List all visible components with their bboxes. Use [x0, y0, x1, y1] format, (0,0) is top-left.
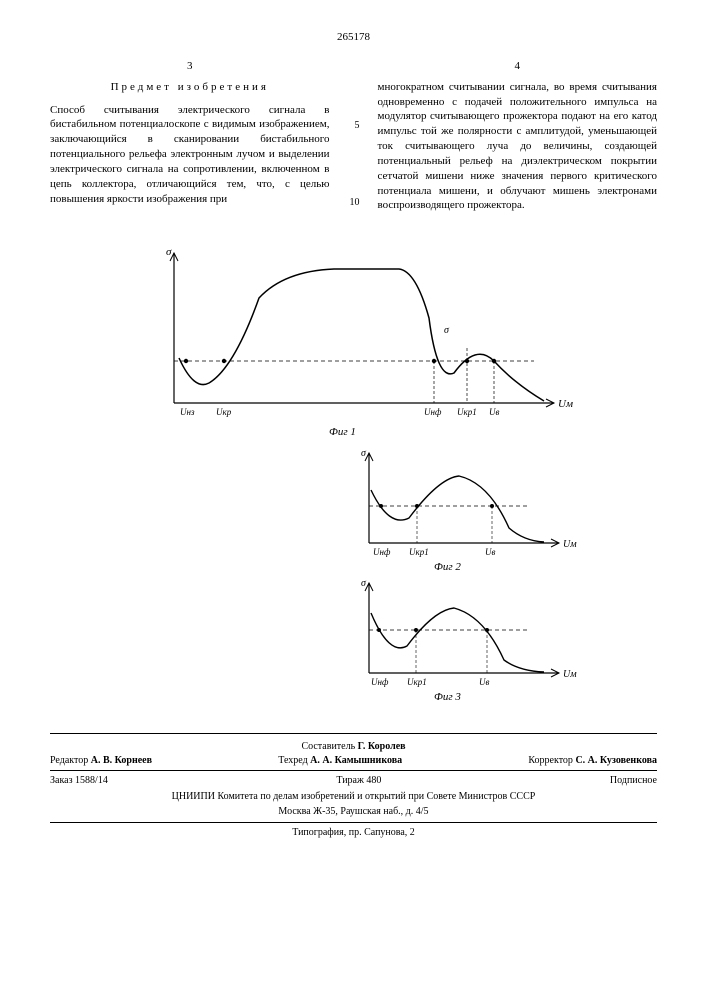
figure-1: σ Uм σ Uнз Uкр Uнф Uкр1 Uв Фиг 1 [166, 246, 573, 438]
fig1-xtick: Uнф [424, 407, 442, 417]
right-claim-text: многократном считывании сигнала, во врем… [378, 80, 658, 214]
fig3-xtick: Uкр1 [407, 677, 427, 687]
left-col-number: 3 [50, 59, 330, 74]
fig1-xtick: Uнз [180, 407, 195, 417]
figures-block: σ Uм σ Uнз Uкр Uнф Uкр1 Uв Фиг 1 σ Uм [104, 233, 604, 703]
claim-heading: Предмет изобретения [50, 80, 330, 95]
fig2-caption: Фиг 2 [434, 561, 461, 573]
fig2-x-axis-label: Uм [563, 539, 577, 550]
figure-3: σ Uм Uнф Uкр1 Uв Фиг 3 [361, 578, 577, 703]
fig1-xtick: Uв [489, 407, 499, 417]
fig3-y-axis-label: σ [361, 578, 367, 589]
fig3-caption: Фиг 3 [434, 691, 461, 703]
fig1-x-axis-label: Uм [558, 398, 573, 410]
patent-number: 265178 [50, 30, 657, 45]
line-numbers: 5 10 [348, 59, 360, 213]
left-claim-text: Способ считывания электрического сигнала… [50, 103, 330, 207]
right-column: 4 многократном считывании сигнала, во вр… [378, 59, 658, 213]
figure-2: σ Uм Uнф Uкр1 Uв Фиг 2 [361, 448, 577, 573]
svg-text:σ: σ [444, 325, 450, 336]
line-num: 10 [348, 196, 360, 210]
address-line: Москва Ж-35, Раушская наб., д. 4/5 [50, 805, 657, 819]
typography-line: Типография, пр. Сапунова, 2 [50, 826, 657, 840]
fig2-y-axis-label: σ [361, 448, 367, 459]
line-num: 5 [348, 119, 360, 133]
fig3-x-axis-label: Uм [563, 669, 577, 680]
fig1-y-axis-label: σ [166, 246, 172, 258]
right-col-number: 4 [378, 59, 658, 74]
text-columns: 3 Предмет изобретения Способ считывания … [50, 59, 657, 213]
fig1-xtick: Uкр1 [457, 407, 477, 417]
fig2-xtick: Uнф [373, 547, 391, 557]
left-column: 3 Предмет изобретения Способ считывания … [50, 59, 330, 213]
fig2-xtick: Uкр1 [409, 547, 429, 557]
order-row: Заказ 1588/14 Тираж 480 Подписное [50, 774, 657, 788]
org-line: ЦНИИПИ Комитета по делам изобретений и о… [50, 790, 657, 804]
fig2-xtick: Uв [485, 547, 495, 557]
footer: Составитель Г. Королев Редактор А. В. Ко… [50, 733, 657, 839]
fig1-xtick: Uкр [216, 407, 232, 417]
compiler-line: Составитель Г. Королев [50, 740, 657, 754]
credits-row: Редактор А. В. Корнеев Техред А. А. Камы… [50, 754, 657, 768]
fig1-caption: Фиг 1 [329, 426, 356, 438]
fig3-xtick: Uв [479, 677, 489, 687]
fig3-xtick: Uнф [371, 677, 389, 687]
